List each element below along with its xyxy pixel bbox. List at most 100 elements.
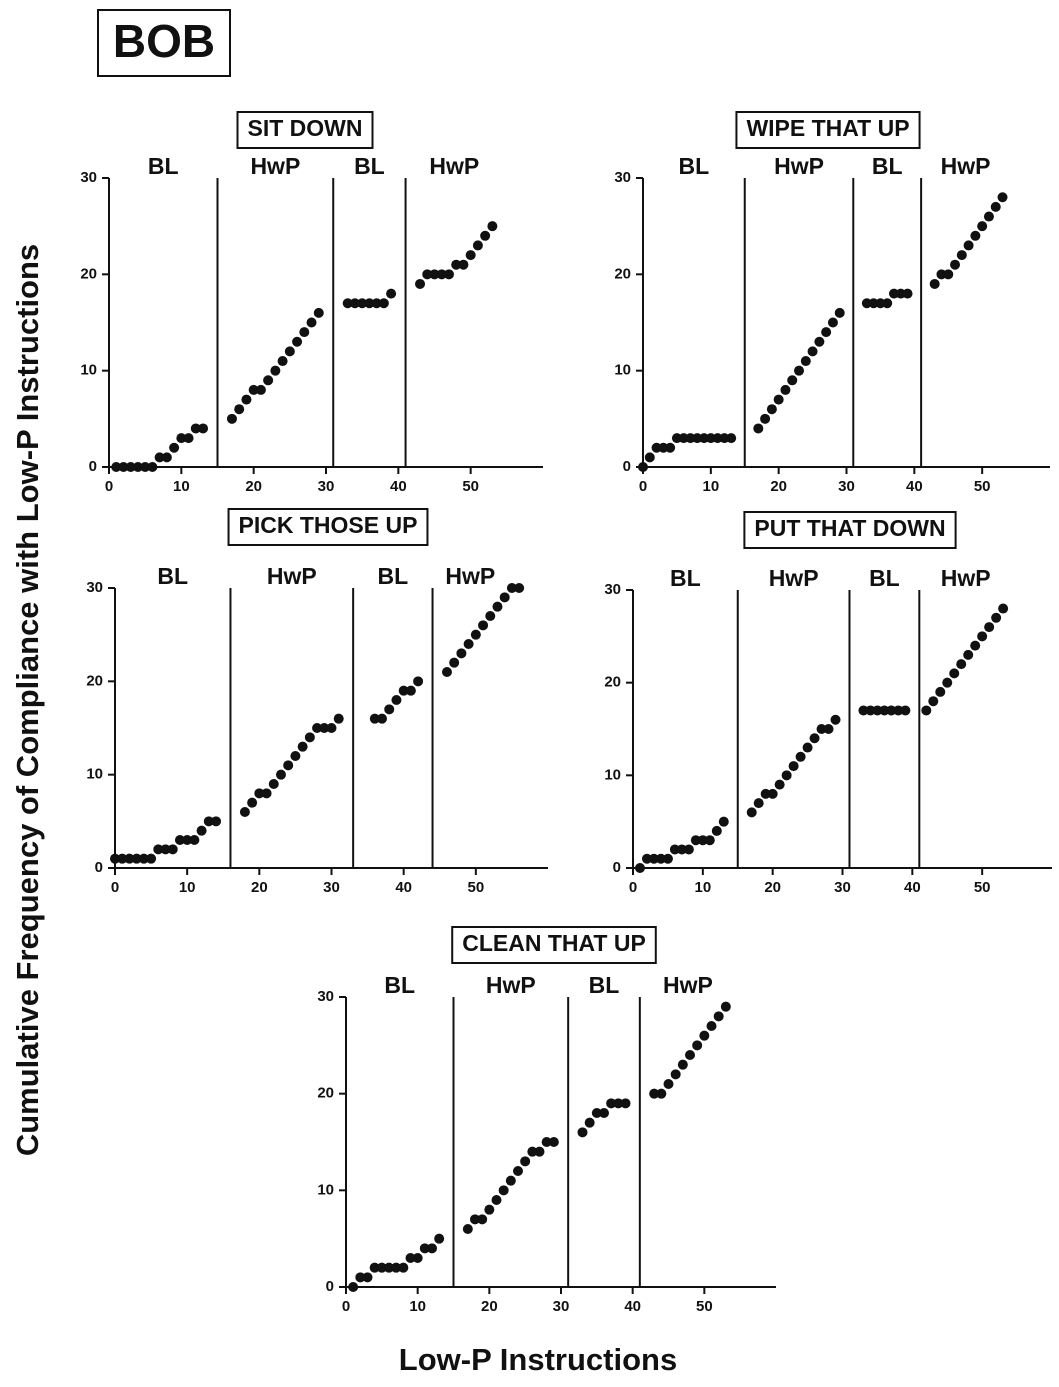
data-point: [753, 423, 764, 434]
data-point: [190, 423, 201, 434]
phase-label: BL: [354, 153, 385, 179]
y-tick-label: 30: [614, 169, 631, 186]
x-tick-label: 20: [481, 1298, 498, 1315]
data-point: [983, 211, 994, 222]
phase-label: BL: [872, 153, 903, 179]
data-point: [283, 760, 294, 771]
data-point: [513, 1166, 523, 1176]
data-point: [997, 192, 1008, 203]
data-point: [376, 1262, 387, 1273]
data-point: [943, 269, 954, 280]
data-point: [405, 1253, 416, 1263]
phase-label: HwP: [267, 563, 317, 589]
data-point: [132, 462, 143, 472]
data-point: [111, 462, 122, 472]
data-point: [384, 1262, 394, 1273]
data-point: [297, 741, 308, 752]
data-point: [480, 230, 491, 241]
x-tick-label: 30: [323, 879, 340, 896]
data-point: [355, 1272, 366, 1283]
x-tick-label: 40: [906, 478, 923, 495]
data-point: [261, 788, 272, 799]
data-point: [472, 240, 483, 251]
data-point: [527, 1146, 538, 1157]
data-point: [268, 779, 279, 789]
phase-label: BL: [869, 565, 900, 591]
data-point: [189, 835, 200, 845]
phase-label: HwP: [663, 972, 713, 998]
data-point: [929, 278, 940, 289]
data-point: [349, 298, 360, 309]
data-point: [290, 751, 301, 761]
figure-title: BOB: [113, 15, 215, 67]
data-point: [998, 603, 1009, 614]
data-point: [928, 696, 939, 707]
panel-title: PUT THAT DOWN: [754, 515, 945, 541]
phase-label: BL: [378, 563, 409, 589]
data-point: [641, 853, 652, 864]
data-point: [662, 853, 673, 864]
data-point: [676, 844, 687, 855]
y-tick-label: 30: [86, 579, 103, 596]
panel-title-box: [735, 111, 921, 149]
data-point: [669, 844, 680, 855]
data-point: [169, 442, 180, 453]
y-tick-label: 0: [613, 859, 621, 876]
data-point: [809, 733, 820, 744]
data-point: [830, 714, 841, 725]
panel-title-box: [451, 926, 657, 964]
phase-label: HwP: [250, 153, 300, 179]
data-point: [970, 640, 981, 651]
data-point: [548, 1137, 559, 1147]
data-point: [620, 1098, 631, 1109]
x-tick-label: 30: [834, 879, 851, 896]
data-point: [427, 1243, 437, 1254]
data-point: [254, 788, 265, 799]
data-point: [718, 816, 729, 827]
data-point: [275, 769, 286, 780]
x-tick-label: 10: [694, 879, 711, 896]
y-tick-label: 30: [317, 988, 334, 1005]
data-point: [746, 807, 757, 818]
data-point: [795, 751, 806, 762]
data-point: [398, 685, 409, 696]
data-point: [391, 695, 402, 705]
data-point: [692, 1040, 703, 1051]
data-point: [807, 346, 818, 357]
data-point: [670, 1069, 681, 1080]
data-point: [419, 1243, 430, 1254]
panel-title: CLEAN THAT UP: [462, 930, 646, 956]
data-point: [415, 278, 426, 289]
data-point: [458, 259, 469, 270]
data-point: [357, 298, 368, 309]
data-point: [405, 685, 416, 696]
x-tick-label: 10: [409, 1298, 426, 1315]
data-point: [391, 1262, 402, 1273]
data-point: [541, 1137, 552, 1147]
y-tick-label: 0: [326, 1278, 334, 1295]
data-point: [463, 639, 474, 649]
data-point: [690, 835, 701, 846]
phase-label: BL: [670, 565, 701, 591]
data-point: [146, 853, 157, 864]
y-tick-label: 20: [80, 265, 97, 282]
data-point: [299, 327, 310, 338]
data-point: [306, 317, 317, 328]
data-point: [485, 611, 496, 621]
x-tick-label: 20: [770, 478, 787, 495]
data-point: [956, 659, 967, 670]
data-point: [270, 365, 281, 376]
panel-title: WIPE THAT UP: [746, 115, 909, 141]
data-point: [348, 1282, 359, 1292]
y-tick-label: 20: [604, 674, 621, 691]
data-point: [949, 668, 960, 679]
phase-label: BL: [148, 153, 179, 179]
data-point: [292, 336, 303, 347]
x-tick-label: 0: [111, 879, 119, 896]
phase-label: BL: [157, 563, 188, 589]
data-point: [858, 705, 869, 716]
x-axis-label: Low-P Instructions: [399, 1342, 677, 1377]
x-tick-label: 40: [904, 879, 921, 896]
data-point: [211, 816, 222, 827]
data-point: [124, 853, 135, 864]
